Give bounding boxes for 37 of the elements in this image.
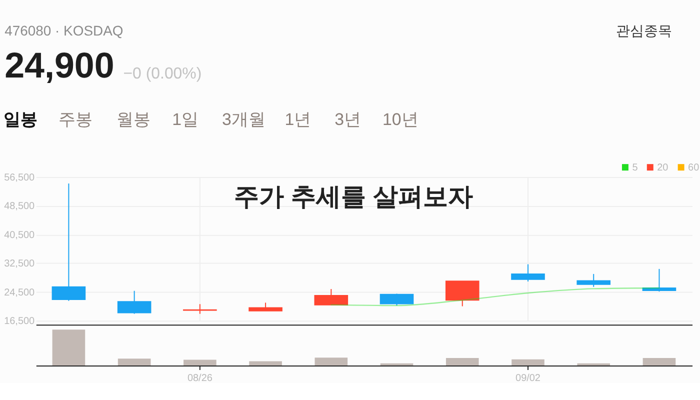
text: 1일 bbox=[172, 110, 199, 130]
bar bbox=[52, 330, 86, 366]
bar bbox=[249, 361, 282, 366]
text: 3개월 bbox=[222, 110, 266, 130]
x-tick-label: 09/02 bbox=[516, 372, 541, 384]
legend-label: 60 bbox=[688, 162, 700, 174]
text: 3년 bbox=[334, 110, 362, 130]
text: 관심종목 bbox=[616, 22, 672, 38]
bar bbox=[380, 363, 414, 366]
text: 1년 bbox=[284, 110, 312, 130]
candlestick bbox=[576, 273, 611, 288]
bar bbox=[512, 359, 544, 366]
candlestick bbox=[642, 268, 676, 292]
bar bbox=[577, 363, 610, 366]
text: 476080 · KOSDAQ bbox=[4, 22, 124, 38]
y-tick-label: 40,500 bbox=[4, 230, 36, 241]
candlestick bbox=[52, 183, 86, 302]
text: 24,900 bbox=[4, 45, 114, 86]
bar bbox=[118, 358, 151, 366]
text: 월봉 bbox=[116, 110, 150, 130]
legend-label: 5 bbox=[632, 162, 638, 174]
text: 10년 bbox=[382, 110, 418, 130]
text: 주봉 bbox=[58, 110, 92, 130]
y-tick-label: 56,500 bbox=[4, 172, 36, 184]
y-tick-label: 16,500 bbox=[4, 316, 36, 328]
chart-title: 주가 추세를 살펴보자 bbox=[234, 182, 474, 211]
text: 일봉 bbox=[4, 110, 38, 130]
bar bbox=[314, 358, 348, 366]
bar bbox=[446, 358, 479, 366]
y-tick-label: 32,500 bbox=[4, 258, 36, 270]
legend-label: 20 bbox=[657, 162, 669, 174]
y-tick-label: 48,500 bbox=[4, 201, 36, 212]
text: −0 (0.00%) bbox=[123, 65, 202, 82]
y-tick-label: 24,500 bbox=[4, 287, 36, 298]
x-tick-label: 08/26 bbox=[187, 372, 213, 384]
bar bbox=[642, 358, 676, 366]
bar bbox=[184, 360, 216, 366]
